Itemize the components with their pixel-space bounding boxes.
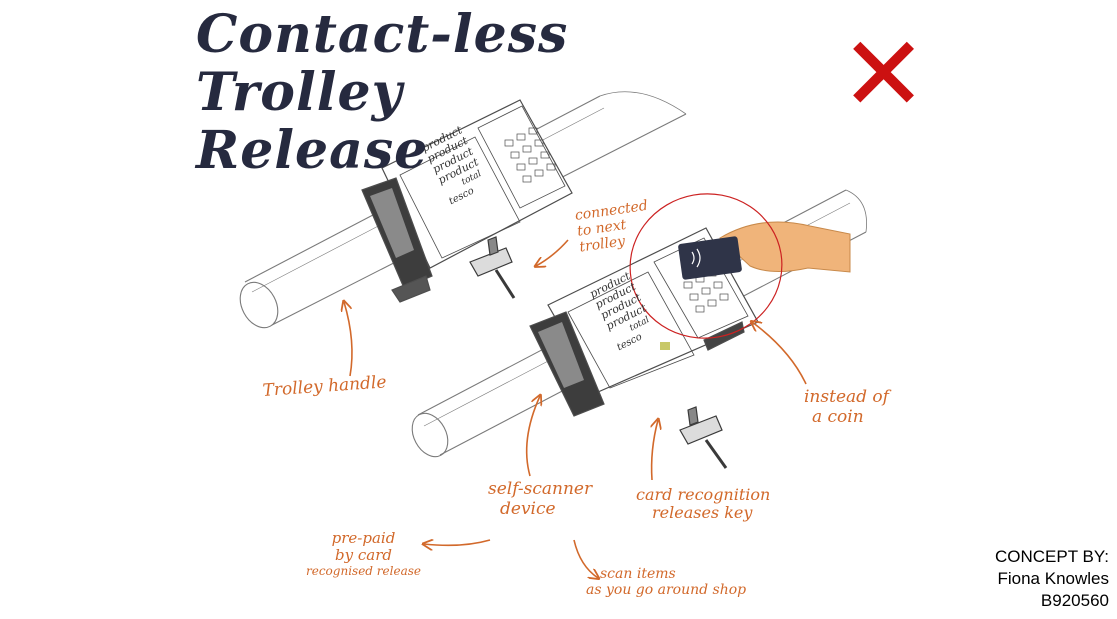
credit-name: Fiona Knowles — [997, 569, 1109, 588]
annotation-card-recognition: card recognition releases key — [636, 485, 771, 523]
annotation-line: a coin — [812, 406, 864, 427]
annotation-line: card recognition — [636, 485, 771, 504]
annotation-prepaid: pre-paid by card recognised release — [306, 529, 421, 578]
upper-scanner-device — [361, 99, 573, 303]
annotation-connected: connected to next trolley — [574, 198, 653, 256]
annotation-arrows — [344, 239, 807, 578]
annotation-line: pre-paid — [331, 529, 396, 547]
upper-release-key — [469, 236, 516, 299]
annotation-instead-of-coin: instead of a coin — [804, 387, 889, 427]
hand-with-card — [678, 221, 851, 280]
credit-id: B920560 — [1040, 591, 1109, 610]
concept-credit: CONCEPT BY: Fiona Knowles B920560 — [995, 546, 1109, 612]
annotation-line: device — [500, 498, 556, 519]
rejection-x-mark: ✕ — [840, 13, 928, 135]
annotation-scan-items: scan items as you go around shop — [586, 566, 746, 598]
title-line-1: Contact-less — [196, 4, 569, 65]
credit-label: CONCEPT BY: — [995, 547, 1109, 566]
page-title: Contact-less Trolley Release — [196, 4, 569, 181]
annotation-line: recognised release — [306, 563, 421, 578]
red-highlight-circle — [629, 193, 783, 339]
annotation-line: instead of — [804, 387, 889, 407]
annotation-line: by card — [335, 546, 392, 565]
lower-release-key — [679, 406, 728, 469]
annotation-self-scanner: self-scanner device — [488, 479, 593, 519]
contactless-card — [678, 236, 742, 280]
annotation-line: scan items — [600, 566, 676, 582]
title-line-2: Trolley — [196, 62, 403, 123]
annotation-line: releases key — [652, 503, 753, 523]
title-line-3: Release — [196, 120, 429, 181]
annotation-line: self-scanner — [488, 479, 593, 499]
annotation-line: as you go around shop — [586, 582, 747, 599]
